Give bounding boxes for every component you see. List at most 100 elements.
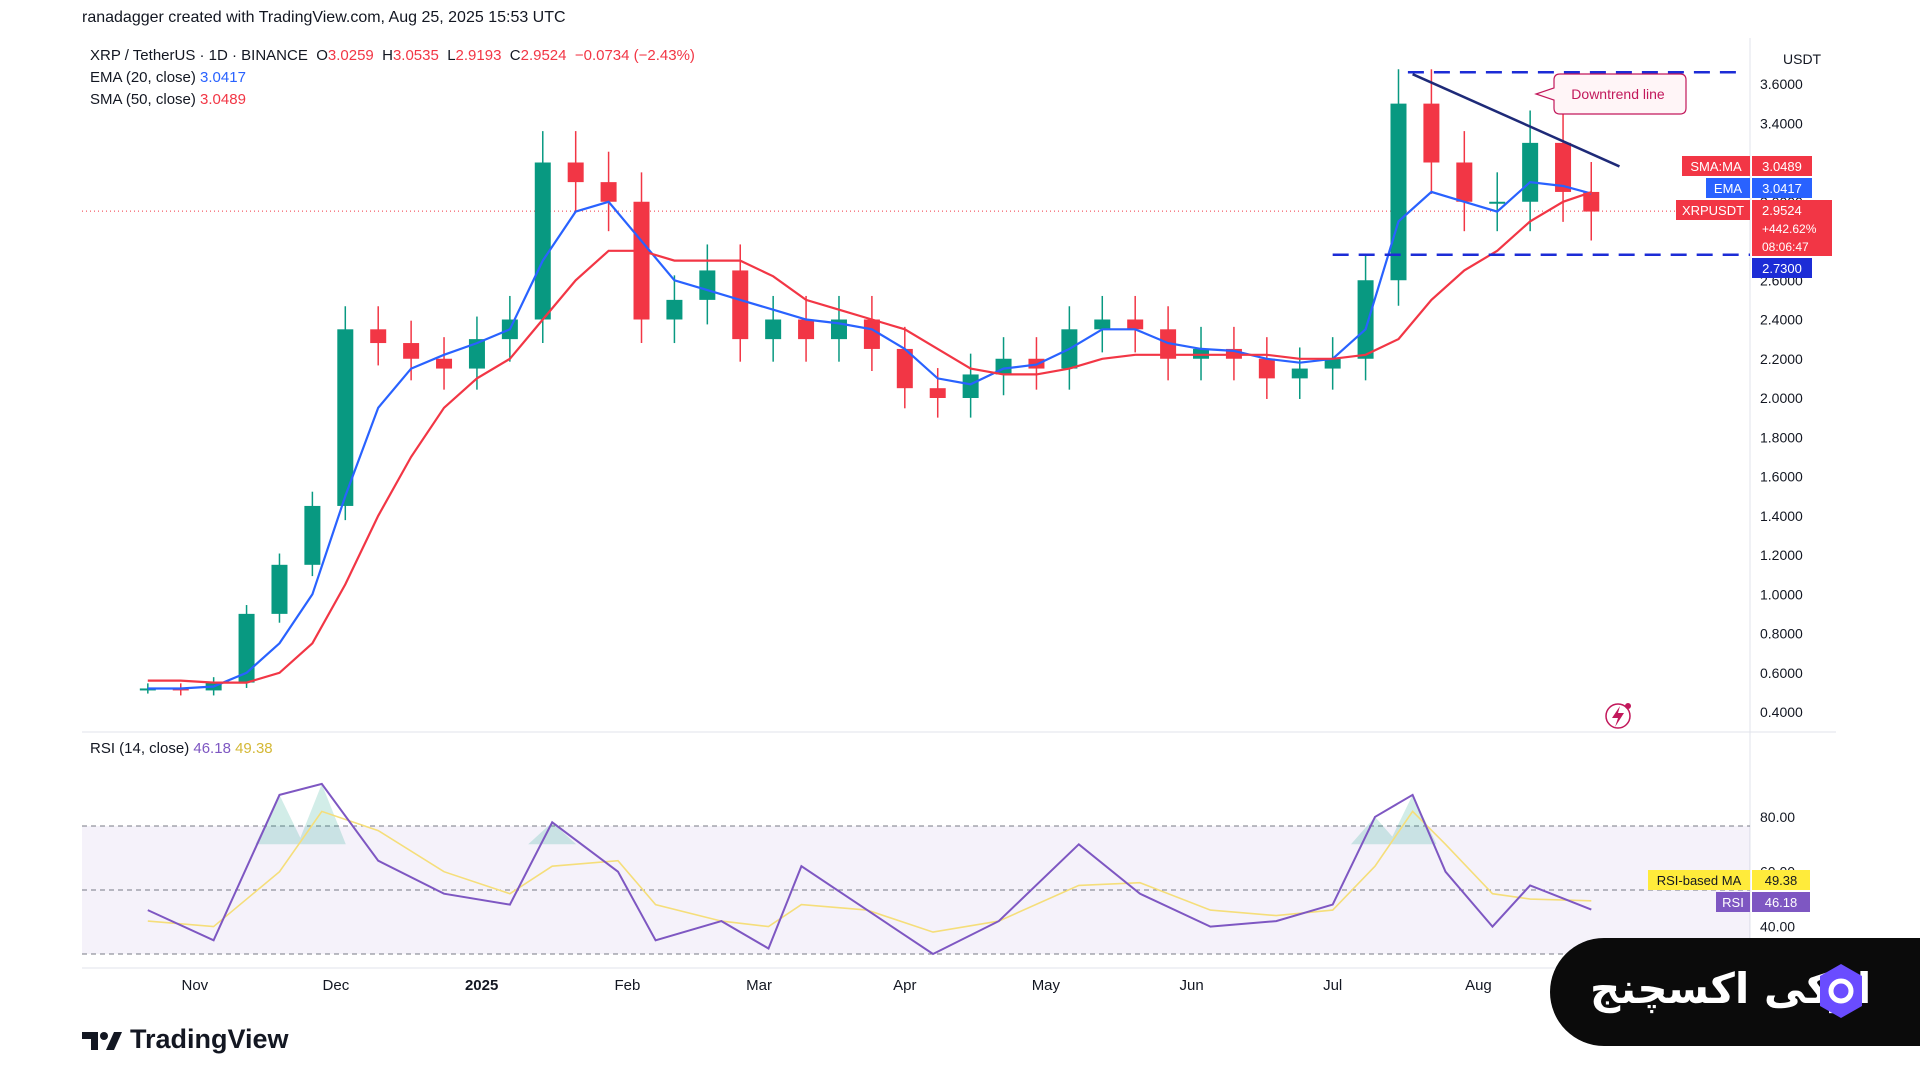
price-tick-label: 3.4000: [1760, 115, 1803, 131]
brand-name: TradingView: [130, 1024, 289, 1054]
candle-body: [1583, 191, 1600, 212]
tag-support: 2.7300: [1752, 258, 1812, 278]
candle-body: [962, 374, 979, 398]
tag-rsi: RSI 46.18: [1716, 892, 1810, 912]
time-tick-label: May: [1032, 977, 1061, 994]
tag-price-label: XRPUSDT: [1682, 203, 1744, 218]
tag-sma-value: 3.0489: [1762, 159, 1802, 174]
candle-body: [1423, 103, 1440, 163]
downtrend-callout[interactable]: Downtrend line: [1534, 73, 1687, 115]
tradingview-brand[interactable]: TradingView: [82, 1024, 289, 1055]
candle-body: [1489, 201, 1506, 204]
time-tick-label: Dec: [323, 977, 350, 994]
price-tick-label: 2.2000: [1760, 351, 1803, 367]
candle-body: [1324, 358, 1341, 369]
tag-price: XRPUSDT 2.9524 +442.62% 08:06:47: [1676, 200, 1832, 256]
time-tick-label: Mar: [746, 977, 772, 994]
tag-rsi-ma-label-bg: [1648, 870, 1750, 890]
tag-ema-label: EMA: [1714, 181, 1743, 196]
candle-body: [1127, 319, 1144, 330]
rsi-tick-label: 40.00: [1760, 919, 1795, 935]
price-tick-label: 1.2000: [1760, 547, 1803, 563]
rsi-legend-ma-value: 49.38: [235, 740, 273, 757]
lightning-icon[interactable]: [1605, 703, 1631, 729]
time-tick-label: Jun: [1180, 977, 1204, 994]
candle-body: [403, 343, 420, 359]
candle-body: [468, 339, 485, 369]
time-axis[interactable]: Nov Dec 2025 Feb Mar Apr May Jun Jul Aug: [181, 977, 1491, 994]
candles: [139, 69, 1600, 696]
time-tick-label: Jul: [1323, 977, 1342, 994]
rsi-legend: RSI (14, close) 46.18 49.38: [90, 740, 273, 757]
candle-body: [436, 358, 453, 369]
legend-open: 3.0259: [327, 47, 374, 64]
price-tick-label: 1.8000: [1760, 429, 1803, 445]
legend-ema-label: EMA (20, close): [90, 69, 196, 86]
tag-ema-label-bg: [1706, 178, 1750, 198]
legend-close-label: C: [509, 47, 521, 64]
tag-countdown: 08:06:47: [1762, 240, 1809, 254]
callout-box: [1534, 73, 1687, 115]
okex-logo-icon: [1820, 964, 1862, 1018]
downtrend-line[interactable]: [1412, 73, 1620, 168]
tag-ema: EMA 3.0417: [1706, 178, 1812, 198]
price-tick-label: 1.0000: [1760, 586, 1803, 602]
candle-body: [732, 270, 749, 340]
price-tick-label: 1.4000: [1760, 508, 1803, 524]
legend-ema-row: EMA (20, close) 3.0417: [90, 67, 695, 89]
price-tick-label: 0.4000: [1760, 704, 1803, 720]
tag-rsi-value-bg: [1752, 892, 1810, 912]
candle-body: [863, 319, 880, 349]
tag-sma-value-bg: [1752, 156, 1812, 176]
candle-body: [304, 505, 321, 565]
rsi-legend-value: 46.18: [193, 740, 231, 757]
price-tick-label: 2.4000: [1760, 312, 1803, 328]
tag-price-box: [1752, 200, 1832, 256]
price-tick-label: 0.6000: [1760, 665, 1803, 681]
tag-support-value: 2.7300: [1762, 261, 1802, 276]
tag-price-value: 2.9524: [1762, 203, 1802, 218]
candle-body: [1291, 368, 1308, 379]
candle-body: [337, 329, 354, 506]
legend-ema-value: 3.0417: [200, 69, 246, 86]
chart-credit: ranadagger created with TradingView.com,…: [82, 9, 566, 26]
candle-body: [798, 319, 815, 340]
rsi-tick-label: 80.00: [1760, 809, 1795, 825]
price-tick-label: 3.6000: [1760, 76, 1803, 92]
tag-rsi-ma-value-bg: [1752, 870, 1810, 890]
tag-rsi-value: 46.18: [1765, 895, 1798, 910]
candle-body: [1456, 162, 1473, 202]
tag-rsi-ma-value: 49.38: [1765, 873, 1798, 888]
time-tick-label: Apr: [893, 977, 916, 994]
rsi-legend-label: RSI (14, close): [90, 740, 190, 757]
candle-body: [1522, 142, 1539, 202]
legend-high-label: H: [382, 47, 393, 64]
candle-body: [1357, 280, 1374, 359]
chart-legend: XRP / TetherUS · 1D · BINANCE O3.0259 H3…: [90, 45, 695, 111]
candle-body: [534, 162, 551, 320]
rsi-overbought-fill: [255, 783, 1437, 845]
candle-body: [370, 329, 387, 344]
ema-line: [147, 180, 1592, 690]
legend-low-label: L: [447, 47, 456, 64]
candle-body: [271, 564, 288, 614]
legend-low: 2.9193: [455, 47, 502, 64]
legend-symbol-row: XRP / TetherUS · 1D · BINANCE O3.0259 H3…: [90, 45, 695, 67]
currency-label: USDT: [1783, 51, 1822, 67]
tag-price-change: +442.62%: [1762, 222, 1817, 236]
price-tick-label: 2.0000: [1760, 390, 1803, 406]
candle-body: [567, 162, 584, 183]
candle-body: [765, 319, 782, 340]
legend-change: −0.0734 (−2.43%): [574, 47, 695, 64]
time-tick-label: Feb: [614, 977, 640, 994]
tag-rsi-label-bg: [1716, 892, 1750, 912]
tag-rsi-ma-label: RSI-based MA: [1657, 873, 1742, 888]
legend-sma-value: 3.0489: [200, 91, 246, 108]
time-tick-label: Aug: [1465, 977, 1492, 994]
candle-body: [699, 270, 716, 300]
candle-body: [929, 388, 946, 398]
tag-sma: SMA:MA 3.0489: [1682, 156, 1812, 176]
legend-close: 2.9524: [520, 47, 567, 64]
legend-sma-label: SMA (50, close): [90, 91, 196, 108]
